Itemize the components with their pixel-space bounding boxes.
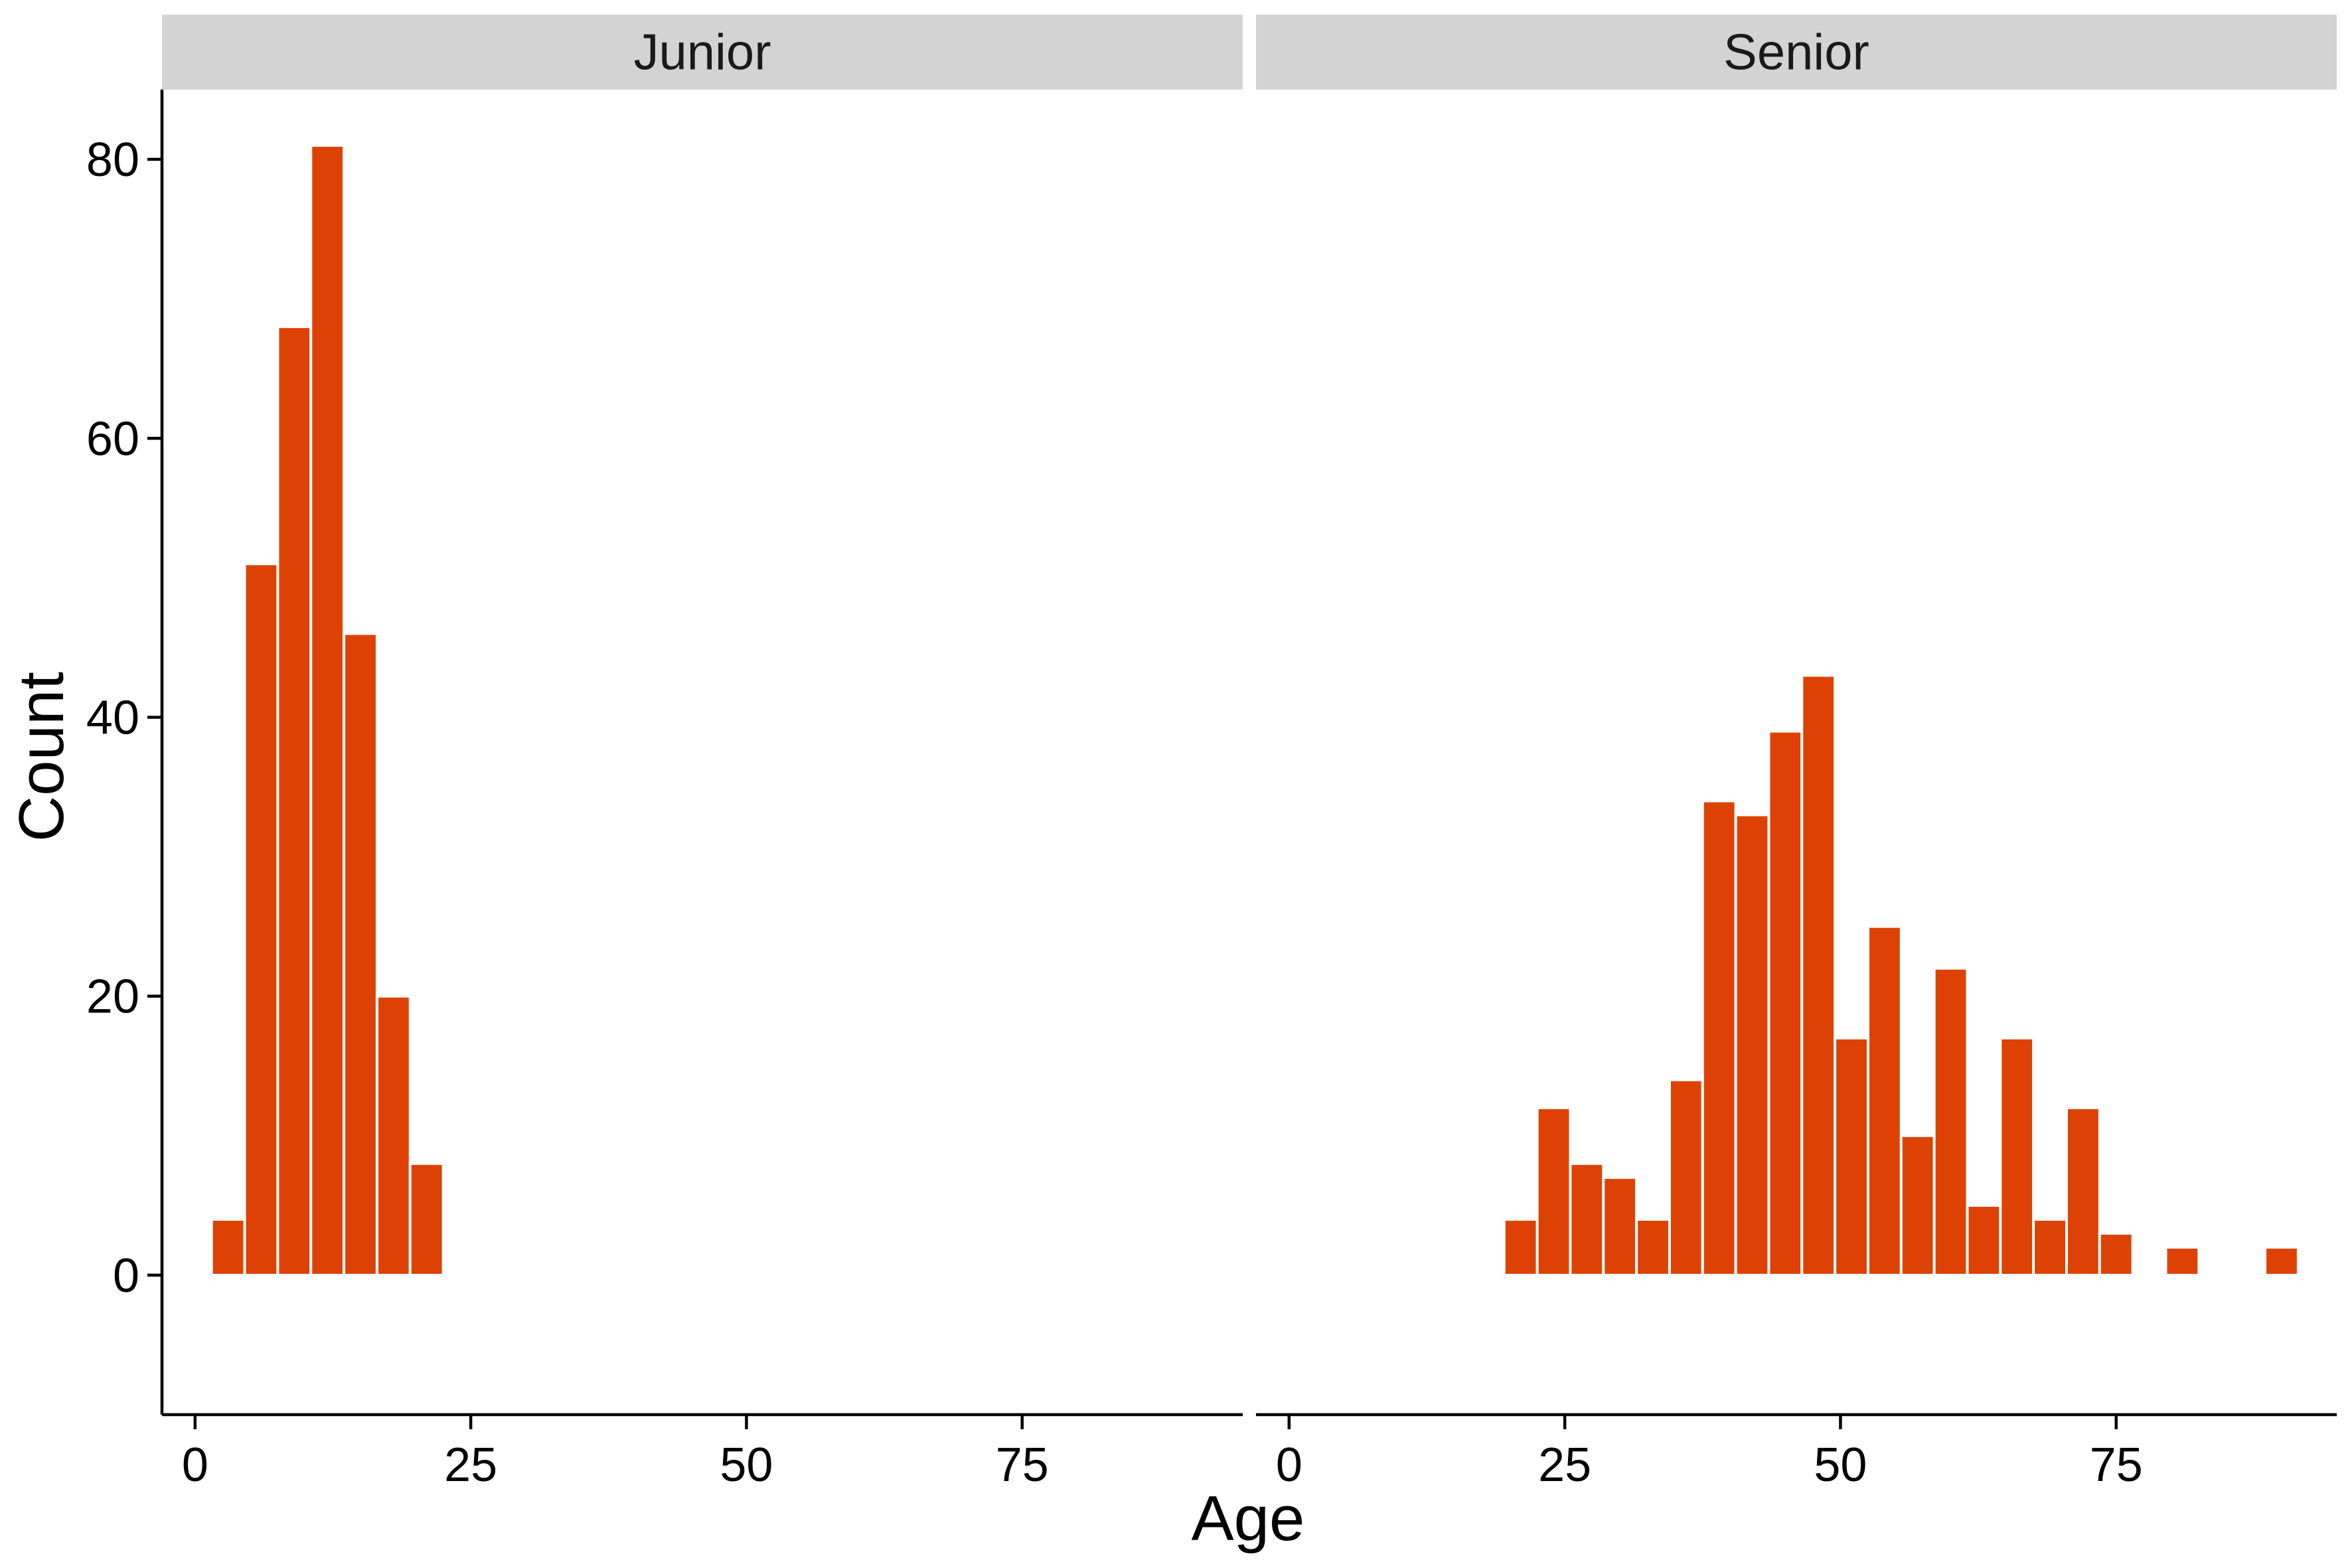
facet-strip-background — [1256, 15, 2337, 90]
y-tick-label: 60 — [86, 412, 139, 465]
histogram-bar — [2065, 1106, 2101, 1277]
histogram-bar — [1701, 799, 1737, 1277]
y-axis-title: Count — [6, 672, 77, 842]
histogram-bar — [375, 994, 412, 1277]
histogram-bar — [1602, 1176, 1638, 1277]
y-tick-label: 20 — [86, 971, 139, 1024]
histogram-bar — [210, 1217, 246, 1277]
x-tick-label: 75 — [996, 1439, 1049, 1492]
x-tick-label: 0 — [182, 1439, 208, 1492]
facet-panels: Junior 0 25 50 75 Senior 0 25 50 75 — [162, 15, 2337, 1492]
y-tick-label: 0 — [113, 1249, 139, 1302]
histogram-bar — [1535, 1106, 1572, 1277]
x-tick-label: 25 — [1538, 1439, 1591, 1492]
histogram-bar — [1999, 1036, 2035, 1277]
histogram-bar — [2264, 1245, 2300, 1277]
histogram-bar — [2098, 1231, 2134, 1277]
facet-panel-junior: Junior 0 25 50 75 — [162, 15, 1243, 1492]
histogram-bar — [1635, 1217, 1671, 1277]
x-axis-title: Age — [1192, 1483, 1305, 1554]
histogram-bar — [1834, 1036, 1869, 1277]
histogram-bar — [1668, 1078, 1704, 1277]
histogram-bar — [408, 1162, 445, 1277]
histogram-bar — [343, 632, 378, 1277]
x-tick-label: 50 — [1814, 1439, 1867, 1492]
histogram-bar — [1966, 1204, 2002, 1277]
facet-strip-background — [162, 15, 1243, 90]
histogram-bar — [1932, 967, 1969, 1277]
histogram-bar — [276, 325, 313, 1277]
histogram-bar — [2164, 1245, 2201, 1277]
histogram-bar — [1734, 813, 1770, 1277]
y-axis: 0 20 40 60 80 — [86, 90, 164, 1415]
histogram-bar — [1569, 1162, 1605, 1277]
x-tick-label: 25 — [444, 1439, 497, 1492]
histogram-bar — [2032, 1217, 2069, 1277]
histogram-bar — [1502, 1217, 1539, 1277]
y-tick-label: 40 — [86, 691, 139, 744]
x-tick-label: 50 — [720, 1439, 773, 1492]
facet-panel-senior: Senior 0 25 50 75 — [1256, 15, 2337, 1492]
facet-strip-label: Junior — [634, 25, 771, 81]
histogram-bar — [1899, 1134, 1936, 1277]
histogram-bar — [243, 562, 279, 1277]
histogram-bar — [309, 144, 346, 1277]
x-tick-label: 75 — [2090, 1439, 2143, 1492]
histogram-bar — [1866, 925, 1903, 1277]
x-tick-label: 0 — [1276, 1439, 1302, 1492]
histogram-bar — [1767, 730, 1804, 1277]
y-tick-label: 80 — [86, 133, 139, 187]
histogram-bar — [1800, 674, 1837, 1277]
facet-strip-label: Senior — [1723, 25, 1869, 81]
